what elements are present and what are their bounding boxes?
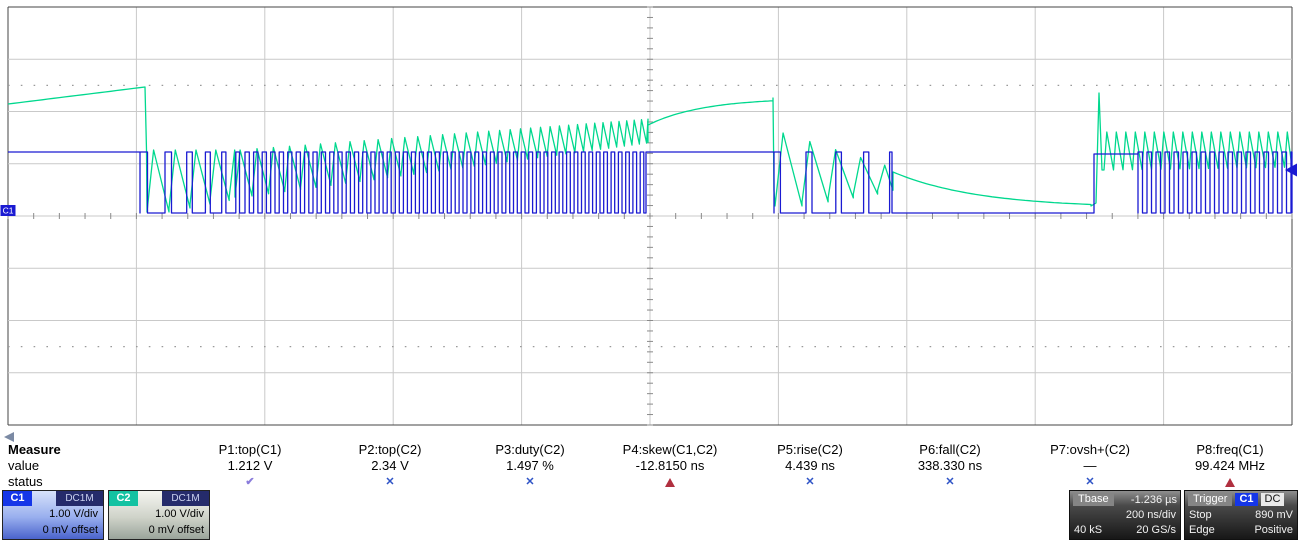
measure-table: Measure value status P1:top(C1) 1.212 V ✔ P… (0, 442, 1300, 490)
measure-param-value: — (1083, 458, 1097, 473)
c1-level-badge-label: C1 (3, 206, 14, 216)
channel-descriptor-c1[interactable]: C1 DC1M 1.00 V/div 0 mV offset (2, 490, 104, 540)
status-warning (600, 474, 740, 490)
measure-param-label: P7:ovsh+(C2) (1050, 442, 1130, 457)
c1-trace (8, 151, 1293, 214)
status-x-icon: ✕ (1085, 476, 1095, 488)
measure-param-value: 2.34 V (371, 458, 409, 473)
measure-param-label: P6:fall(C2) (919, 442, 981, 457)
timebase-delay: -1.236 µs (1130, 493, 1177, 506)
trigger-source-badge: C1 (1235, 493, 1258, 506)
channel-c2-scale: 1.00 V/div (155, 508, 204, 520)
timebase-panel[interactable]: Tbase -1.236 µs 200 ns/div 40 kS 20 GS/s (1069, 490, 1181, 540)
trigger-coupling-badge: DC (1260, 493, 1285, 506)
waveform-area[interactable]: C1 (0, 0, 1300, 430)
trigger-mode: Stop (1189, 509, 1212, 521)
timebase-rate: 20 GS/s (1136, 524, 1176, 536)
measure-row-labels: Measure value status (8, 442, 180, 490)
timebase-header: Tbase -1.236 µs (1070, 491, 1180, 508)
trigger-slope: Positive (1254, 524, 1293, 536)
channel-descriptor-c2[interactable]: C2 DC1M 1.00 V/div 0 mV offset (108, 490, 210, 540)
timebase-trigger-group: Tbase -1.236 µs 200 ns/div 40 kS 20 GS/s… (1069, 490, 1298, 540)
trigger-header: Trigger C1 DC (1185, 491, 1297, 508)
trigger-panel[interactable]: Trigger C1 DC Stop 890 mV Edge Positive (1184, 490, 1298, 540)
timebase-label-chip: Tbase (1073, 493, 1114, 506)
trigger-mode-level: Stop 890 mV (1185, 508, 1297, 523)
measure-param-label: P3:duty(C2) (495, 442, 565, 457)
descriptor-bar: C1 DC1M 1.00 V/div 0 mV offset C2 DC1M 1… (0, 490, 1300, 542)
timebase-per-div: 200 ns/div (1125, 509, 1176, 521)
trigger-delay-arrow-icon[interactable] (4, 432, 14, 442)
channel-c1-offset: 0 mV offset (42, 524, 98, 536)
channel-c2-offset: 0 mV offset (148, 524, 204, 536)
trigger-level: 890 mV (1255, 509, 1293, 521)
measure-param-p6[interactable]: P6:fall(C2) 338.330 ns ✕ (880, 442, 1020, 490)
measure-param-p3[interactable]: P3:duty(C2) 1.497 % ✕ (460, 442, 600, 490)
trigger-type: Edge (1189, 524, 1215, 536)
channel-c2-header: C2 DC1M (109, 491, 209, 506)
measure-param-p2[interactable]: P2:top(C2) 2.34 V ✕ (320, 442, 460, 490)
measure-param-label: P8:freq(C1) (1196, 442, 1264, 457)
trigger-type-slope: Edge Positive (1185, 523, 1297, 538)
measure-param-label: P5:rise(C2) (777, 442, 843, 457)
status-x-icon: ✕ (385, 476, 395, 488)
measure-param-p4[interactable]: P4:skew(C1,C2) -12.8150 ns (600, 442, 740, 490)
timebase-sampling: 40 kS 20 GS/s (1070, 523, 1180, 538)
measure-param-p8[interactable]: P8:freq(C1) 99.424 MHz (1160, 442, 1300, 490)
measure-row-label-value: value (8, 458, 40, 473)
measure-columns: P1:top(C1) 1.212 V ✔ P2:top(C2) 2.34 V ✕ P3:du… (180, 442, 1300, 490)
graticule-svg: C1 (0, 6, 1297, 426)
status-warning-icon (1225, 477, 1235, 487)
measure-param-value: 1.497 % (506, 458, 554, 473)
measure-row-label-status: status (8, 474, 43, 489)
channel-c1-id-badge: C1 (3, 491, 32, 506)
measure-param-value: 1.212 V (227, 458, 273, 473)
measure-param-value: 99.424 MHz (1194, 458, 1266, 473)
timebase-samples: 40 kS (1074, 524, 1103, 536)
channel-c1-scale: 1.00 V/div (49, 508, 98, 520)
c1-level-badge[interactable] (0, 205, 16, 216)
channel-c2-coupling-badge: DC1M (162, 491, 209, 506)
status-x-icon: ✕ (945, 476, 955, 488)
status-check-icon: ✔ (245, 476, 255, 488)
measure-param-value: 338.330 ns (917, 458, 983, 473)
trigger-level-arrow[interactable] (1285, 163, 1297, 177)
trigger-label-chip: Trigger (1188, 493, 1233, 506)
channel-c1-coupling-badge: DC1M (56, 491, 103, 506)
status-warning (1160, 474, 1300, 490)
channel-c1-header: C1 DC1M (3, 491, 103, 506)
status-x-icon: ✕ (805, 476, 815, 488)
measure-param-p1[interactable]: P1:top(C1) 1.212 V ✔ (180, 442, 320, 490)
measure-param-p5[interactable]: P5:rise(C2) 4.439 ns ✕ (740, 442, 880, 490)
status-x-icon: ✕ (525, 476, 535, 488)
measure-param-value: -12.8150 ns (635, 458, 705, 473)
measure-param-label: P2:top(C2) (358, 442, 422, 457)
c2-trace (7, 86, 1293, 213)
measure-param-label: P4:skew(C1,C2) (622, 442, 718, 457)
measure-param-value: 4.439 ns (785, 458, 835, 473)
channel-c2-id-badge: C2 (109, 491, 138, 506)
status-warning-icon (665, 477, 675, 487)
measure-title: Measure (8, 442, 61, 457)
measure-param-p7[interactable]: P7:ovsh+(C2) — ✕ (1020, 442, 1160, 490)
measure-param-label: P1:top(C1) (218, 442, 282, 457)
timeline-strip (0, 430, 1300, 442)
